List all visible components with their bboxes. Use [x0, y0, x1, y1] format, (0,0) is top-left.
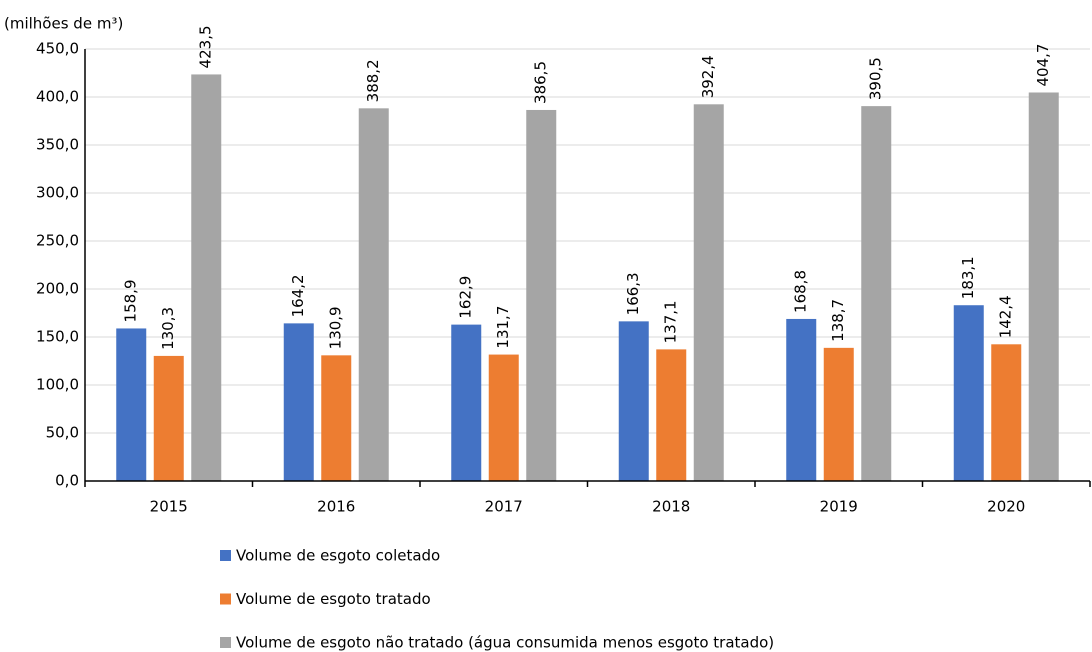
value-label: 138,7 [829, 299, 847, 342]
bar [321, 355, 352, 481]
bar [656, 349, 687, 481]
bar [693, 104, 724, 482]
legend-swatch [220, 550, 231, 561]
value-label: 166,3 [624, 272, 642, 315]
legend-label: Volume de esgoto não tratado (água consu… [236, 634, 774, 652]
bar [191, 74, 222, 481]
y-tick-label: 450,0 [36, 40, 79, 58]
value-label: 168,8 [792, 270, 810, 313]
value-label: 423,5 [197, 25, 215, 68]
x-tick-label: 2015 [150, 498, 188, 516]
value-label: 388,2 [364, 59, 382, 102]
y-tick-label: 100,0 [36, 376, 79, 394]
bar [488, 354, 519, 481]
y-tick-label: 300,0 [36, 184, 79, 202]
y-tick-label: 250,0 [36, 232, 79, 250]
y-tick-label: 350,0 [36, 136, 79, 154]
y-tick-label: 400,0 [36, 88, 79, 106]
y-tick-label: 0,0 [55, 472, 79, 490]
legend-label: Volume de esgoto tratado [236, 590, 431, 608]
bar [823, 347, 854, 481]
bar [358, 108, 389, 481]
x-tick-label: 2018 [652, 498, 690, 516]
bar [526, 109, 557, 482]
bar [283, 323, 314, 481]
x-tick-label: 2016 [317, 498, 355, 516]
y-tick-label: 50,0 [46, 424, 79, 442]
value-label: 386,5 [532, 61, 550, 104]
value-label: 131,7 [494, 306, 512, 349]
value-label: 404,7 [1034, 44, 1052, 87]
bar [116, 328, 147, 481]
value-label: 183,1 [959, 256, 977, 299]
bar [451, 324, 482, 481]
bar [861, 106, 892, 482]
bar [953, 305, 984, 481]
value-label: 137,1 [662, 300, 680, 343]
value-label: 164,2 [289, 274, 307, 317]
x-tick-label: 2017 [485, 498, 523, 516]
y-tick-label: 200,0 [36, 280, 79, 298]
bar [1028, 92, 1059, 481]
legend-swatch [220, 593, 231, 605]
bar [991, 344, 1022, 481]
axis-label: (milhões de m³) [4, 15, 123, 33]
value-label: 162,9 [457, 276, 475, 319]
bar [153, 355, 184, 481]
x-tick-label: 2020 [987, 498, 1025, 516]
y-tick-label: 150,0 [36, 328, 79, 346]
value-label: 142,4 [997, 295, 1015, 338]
legend-label: Volume de esgoto coletado [236, 547, 440, 565]
value-label: 158,9 [122, 280, 140, 323]
bar [786, 318, 817, 481]
legend-swatch [220, 637, 231, 648]
value-label: 130,3 [159, 307, 177, 350]
value-label: 390,5 [867, 57, 885, 100]
x-tick-label: 2019 [820, 498, 858, 516]
bar [618, 321, 649, 481]
value-label: 130,9 [327, 306, 345, 349]
value-label: 392,4 [699, 55, 717, 98]
